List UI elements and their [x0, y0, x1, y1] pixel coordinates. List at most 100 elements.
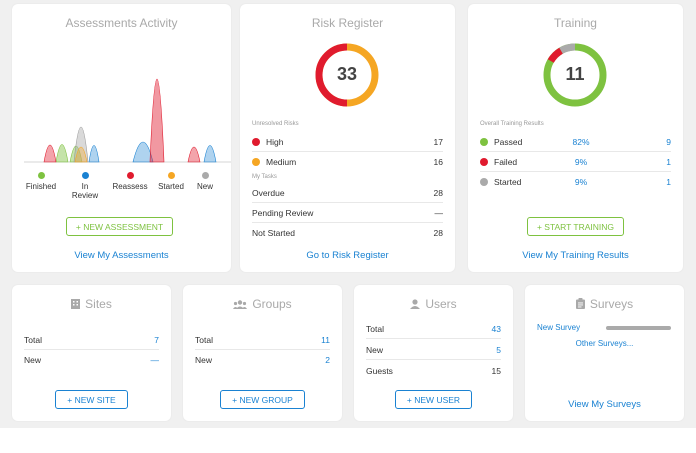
- passed-dot-icon: [480, 137, 488, 146]
- training-donut-started-segment: [559, 43, 576, 54]
- risk-level-value: 17: [433, 136, 443, 147]
- legend-label: New: [196, 182, 213, 191]
- task-row-pending-review[interactable]: Pending Review —: [252, 203, 443, 223]
- groups-row-label: Total: [195, 334, 213, 345]
- training-row-failed[interactable]: Failed 9% 1: [480, 152, 671, 172]
- sites-row-label: New: [24, 355, 42, 365]
- sites-row-label: Total: [24, 334, 42, 345]
- sites-title: Sites: [12, 297, 171, 311]
- risk-register-title: Risk Register: [311, 16, 384, 30]
- view-my-surveys-link[interactable]: View My Surveys: [568, 399, 641, 410]
- new-user-button[interactable]: + NEW USER: [395, 390, 472, 409]
- groups-row-value: 2: [325, 355, 330, 365]
- users-row-total[interactable]: Total 43: [366, 319, 501, 339]
- risk-total: 33: [336, 64, 358, 84]
- users-row-value: 15: [491, 366, 501, 376]
- task-label: Not Started: [252, 228, 295, 238]
- training-row-passed[interactable]: Passed 82% 9: [480, 132, 671, 152]
- new-survey-link[interactable]: New Survey: [537, 323, 581, 332]
- sites-row-value: 7: [154, 334, 159, 345]
- training-row-started[interactable]: Started 9% 1: [480, 172, 671, 192]
- assessments-card: Assessments Activity Finished In Review …: [12, 4, 231, 272]
- legend-new: New: [196, 172, 214, 191]
- user-icon: [410, 299, 421, 309]
- view-my-assessments-link[interactable]: View My Assessments: [74, 250, 169, 261]
- failed-dot-icon: [480, 157, 488, 166]
- training-result-pct: 82%: [572, 136, 590, 147]
- task-row-overdue[interactable]: Overdue 28: [252, 183, 443, 203]
- sites-row-new[interactable]: New —: [24, 350, 159, 370]
- training-result-label: Failed: [494, 156, 518, 167]
- go-to-risk-register-link[interactable]: Go to Risk Register: [306, 250, 389, 261]
- training-result-count: 9: [666, 136, 671, 147]
- view-my-training-results-link[interactable]: View My Training Results: [522, 250, 629, 261]
- users-row-label: New: [366, 344, 384, 355]
- training-title: Training: [554, 16, 597, 30]
- activity-peak-finished-1: [55, 144, 69, 163]
- high-dot-icon: [252, 137, 260, 146]
- groups-title: Groups: [183, 297, 342, 311]
- legend-label: In Review: [71, 182, 99, 200]
- legend-label: Reassess: [112, 182, 148, 191]
- users-row-new[interactable]: New 5: [366, 340, 501, 360]
- users-row-label: Total: [366, 323, 384, 334]
- users-row-value: 5: [496, 344, 501, 355]
- assessments-activity-graph: [24, 78, 231, 163]
- users-title: Users: [354, 297, 513, 311]
- medium-dot-icon: [252, 158, 260, 166]
- other-surveys-link[interactable]: Other Surveys...: [575, 339, 634, 348]
- started-dot-icon: [167, 172, 175, 179]
- groups-row-value: 11: [321, 334, 330, 345]
- new-dot-icon: [201, 172, 209, 179]
- task-value: 28: [433, 228, 443, 238]
- finished-dot-icon: [37, 172, 45, 179]
- legend-reassess: Reassess: [112, 172, 148, 191]
- training-card: Training 11 Overall Training Results Pas…: [468, 4, 683, 272]
- groups-row-new[interactable]: New 2: [195, 350, 330, 370]
- risk-row-medium[interactable]: Medium 16: [252, 152, 443, 172]
- overall-training-results-label: Overall Training Results: [480, 121, 544, 127]
- task-label: Overdue: [252, 187, 285, 198]
- in-review-dot-icon: [81, 172, 89, 179]
- sites-row-value: —: [150, 355, 160, 365]
- surveys-title-text: Surveys: [589, 297, 634, 311]
- task-label: Pending Review: [252, 207, 314, 218]
- task-row-not-started[interactable]: Not Started 28: [252, 223, 443, 243]
- training-donut-failed-segment: [547, 47, 563, 63]
- risk-donut-chart: [315, 43, 379, 107]
- training-result-pct: 9%: [574, 177, 588, 187]
- activity-peak-inreview-3: [203, 145, 217, 163]
- assessments-title: Assessments Activity: [65, 16, 178, 30]
- training-result-label: Passed: [494, 136, 523, 147]
- activity-peak-inreview-1: [88, 145, 100, 163]
- start-training-button[interactable]: + START TRAINING: [527, 217, 624, 236]
- activity-peak-reassess-2: [149, 78, 165, 163]
- new-assessment-button[interactable]: + NEW ASSESSMENT: [66, 217, 173, 236]
- task-value: 28: [433, 187, 443, 198]
- legend-in-review: In Review: [68, 172, 102, 200]
- legend-label: Started: [158, 182, 184, 191]
- training-result-pct: 9%: [574, 156, 588, 167]
- users-row-value: 43: [491, 323, 501, 334]
- new-site-button[interactable]: + NEW SITE: [55, 390, 128, 409]
- page-footer-strip: [0, 428, 696, 453]
- new-group-button[interactable]: + NEW GROUP: [220, 390, 305, 409]
- activity-peak-started-1: [74, 146, 88, 163]
- legend-label: Finished: [25, 182, 57, 191]
- groups-row-total[interactable]: Total 11: [195, 330, 330, 350]
- unresolved-risks-label: Unresolved Risks: [252, 121, 299, 127]
- reassess-dot-icon: [126, 172, 134, 179]
- building-icon: [71, 299, 81, 309]
- risk-register-card: Risk Register 33 Unresolved Risks High 1…: [240, 4, 455, 272]
- risk-row-high[interactable]: High 17: [252, 132, 443, 152]
- activity-peak-reassess-3: [187, 146, 201, 163]
- risk-level-label: High: [266, 136, 284, 147]
- activity-peak-reassess-1: [43, 144, 57, 163]
- groups-row-label: New: [195, 355, 213, 365]
- users-row-guests[interactable]: Guests 15: [366, 361, 501, 381]
- surveys-card: Surveys New Survey Other Surveys... View…: [525, 285, 684, 421]
- legend-started: Started: [156, 172, 186, 191]
- risk-level-value: 16: [433, 157, 443, 167]
- task-value: —: [434, 207, 444, 218]
- sites-row-total[interactable]: Total 7: [24, 330, 159, 350]
